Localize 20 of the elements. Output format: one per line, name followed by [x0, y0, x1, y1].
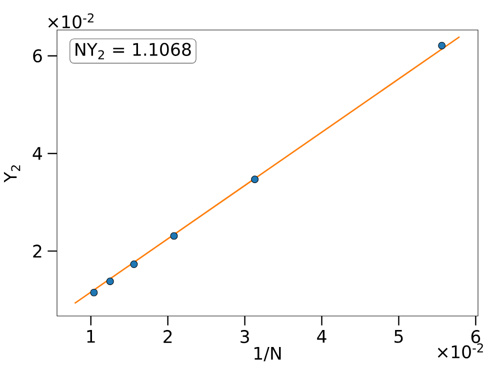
- x-axis-title: 1/N: [254, 346, 281, 362]
- annotation: NY$_{2}$ = 1.1068: [76, 42, 191, 60]
- x-tick-label: 4: [317, 330, 326, 343]
- y-tick-label: 4: [32, 147, 42, 160]
- x-tick-label: 5: [394, 330, 403, 343]
- point: [130, 260, 138, 268]
- x-tick-label: 2: [164, 330, 172, 343]
- point: [106, 278, 114, 286]
- y-tick-label: 6: [33, 49, 42, 62]
- y-tick-label: 2: [33, 244, 42, 258]
- point: [90, 288, 98, 296]
- x-tick-label: 3: [240, 330, 249, 344]
- point: [251, 176, 259, 184]
- text: ×10$^{-2}$: [438, 343, 483, 358]
- text: ×10$^{-2}$: [48, 13, 94, 28]
- x-tick-label: 6: [471, 330, 480, 344]
- y-axis-title: Y$_{2}$: [4, 165, 20, 183]
- x-tick-label: 1: [87, 330, 95, 343]
- point: [438, 42, 446, 50]
- point: [170, 232, 178, 240]
